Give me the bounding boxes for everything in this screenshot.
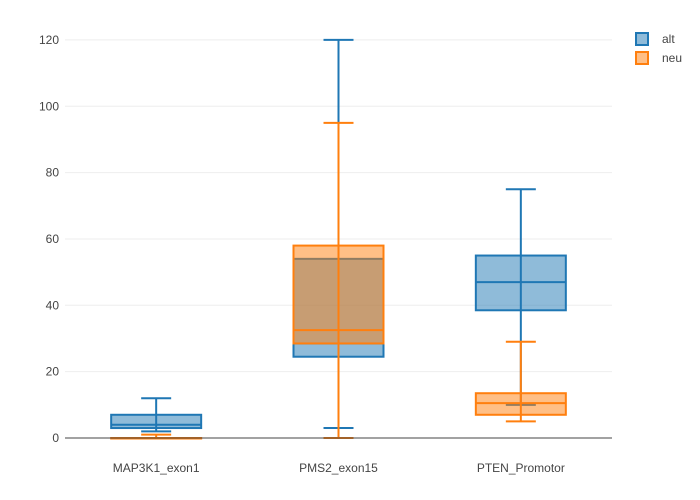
legend-item-alt[interactable]: alt bbox=[635, 32, 675, 46]
x-tick-label: MAP3K1_exon1 bbox=[113, 461, 200, 475]
box-neu-1 bbox=[292, 121, 385, 439]
y-tick-label: 120 bbox=[39, 33, 59, 47]
legend-swatch bbox=[635, 32, 649, 46]
x-tick-label: PMS2_exon15 bbox=[299, 461, 378, 475]
box-body bbox=[292, 244, 385, 345]
y-tick-label: 100 bbox=[39, 99, 59, 113]
legend-item-neu[interactable]: neu bbox=[635, 51, 682, 65]
box-series bbox=[110, 38, 567, 440]
axes: 0 20 40 60 80 100 120 MAP3K1_exon1 PMS2_exon15 PT… bbox=[39, 33, 612, 475]
legend-label: neu bbox=[662, 51, 682, 65]
box-neu-2 bbox=[474, 340, 567, 423]
legend[interactable]: alt neu bbox=[635, 32, 682, 65]
legend-swatch bbox=[635, 51, 649, 65]
y-tick-label: 80 bbox=[46, 166, 60, 180]
box-body bbox=[110, 413, 203, 430]
y-tick-label: 20 bbox=[46, 365, 60, 379]
legend-label: alt bbox=[662, 32, 675, 46]
y-tick-label: 40 bbox=[46, 298, 60, 312]
y-tick-label: 0 bbox=[52, 431, 59, 445]
y-tick-label: 60 bbox=[46, 232, 60, 246]
box-alt-0 bbox=[110, 397, 203, 433]
box-alt-2 bbox=[474, 188, 567, 406]
x-tick-label: PTEN_Promotor bbox=[477, 461, 565, 475]
